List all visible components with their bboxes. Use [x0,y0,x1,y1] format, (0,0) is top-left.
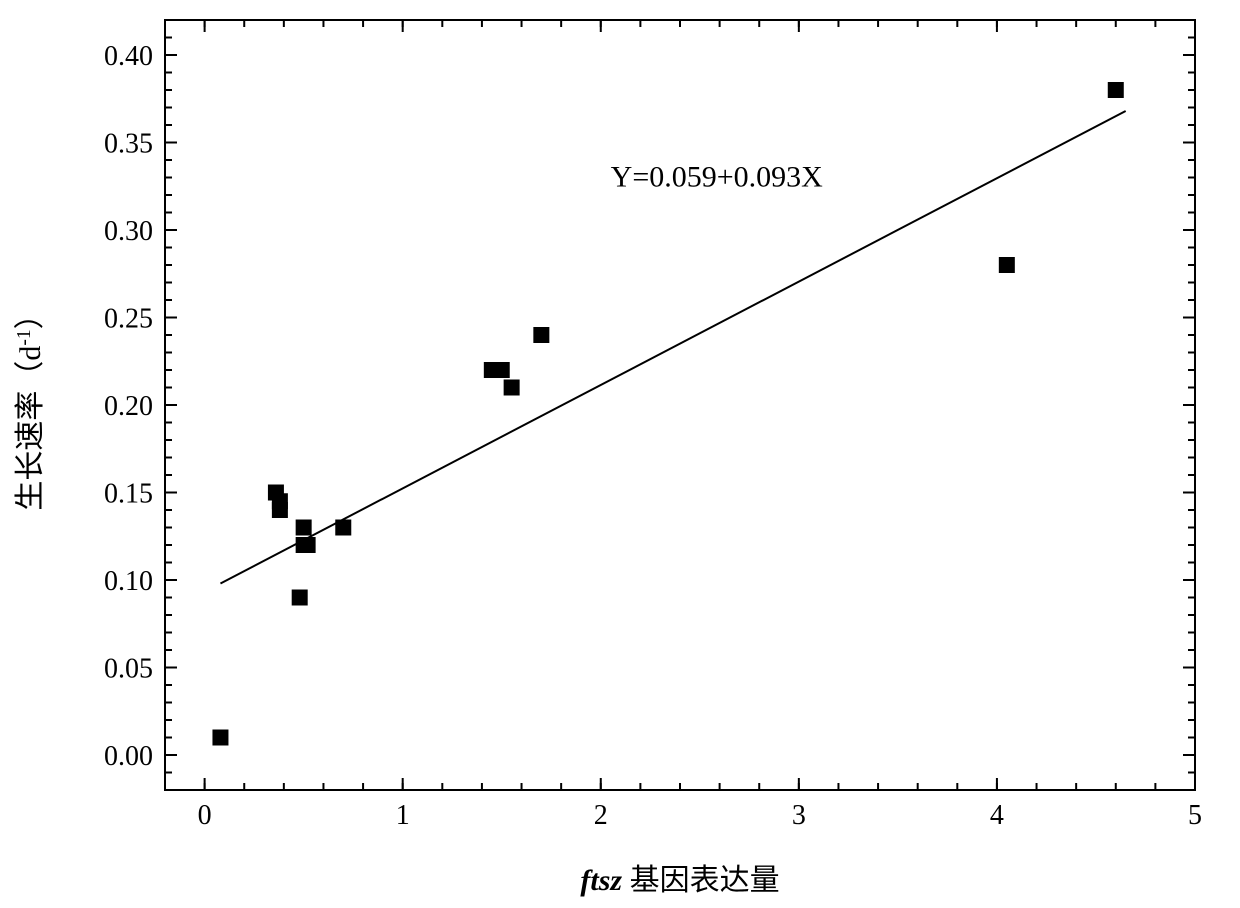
x-tick-label: 0 [198,800,212,831]
equation-annotation: Y=0.059+0.093X [611,160,824,193]
x-tick-label: 1 [396,800,410,831]
data-point [272,502,288,518]
data-point [494,362,510,378]
y-tick-label: 0.40 [104,41,153,72]
x-tick-label: 5 [1188,800,1202,831]
x-tick-label: 3 [792,800,806,831]
y-tick-label: 0.00 [104,741,153,772]
x-tick-label: 2 [594,800,608,831]
data-point [296,520,312,536]
y-tick-label: 0.35 [104,128,153,159]
data-point [212,730,228,746]
y-tick-label: 0.25 [104,303,153,334]
y-tick-label: 0.05 [104,653,153,684]
scatter-regression-chart: 0 1 2 3 4 5 0.00 0.05 0.10 0.15 0.20 0.25 0.30 0.35 0.… [0,0,1240,908]
data-point [999,257,1015,273]
y-tick-label: 0.30 [104,216,153,247]
data-point [504,380,520,396]
data-point [1108,82,1124,98]
x-axis-label: ftsz 基因表达量 [580,864,779,897]
data-point [533,327,549,343]
y-tick-label: 0.10 [104,566,153,597]
data-point [300,537,316,553]
data-point [335,520,351,536]
y-tick-label: 0.20 [104,391,153,422]
data-point [292,590,308,606]
y-tick-label: 0.15 [104,478,153,509]
x-tick-label: 4 [990,800,1004,831]
